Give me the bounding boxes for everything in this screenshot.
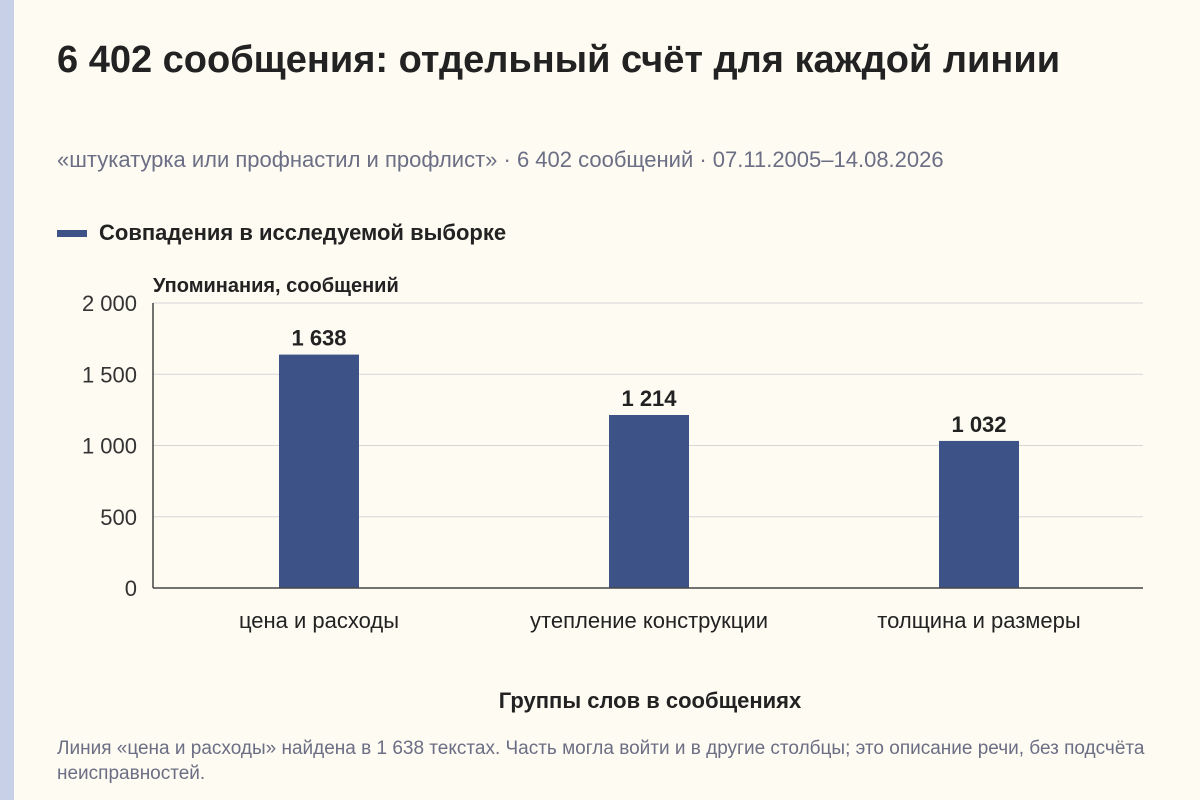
x-axis-ticks: цена и расходы утепление конструкции толщи… xyxy=(239,608,1081,633)
bar-value-label: 1 032 xyxy=(951,412,1006,437)
y-tick-label: 0 xyxy=(125,576,137,601)
y-tick-label: 1 000 xyxy=(82,434,137,459)
bar-chart: 0 500 1 000 1 500 2 000 1 638 1 214 1 032 цена… xyxy=(82,275,1143,713)
y-axis-ticks: 0 500 1 000 1 500 2 000 xyxy=(82,291,137,601)
y-tick-label: 1 500 xyxy=(82,362,137,387)
bar-value-labels: 1 638 1 214 1 032 xyxy=(291,326,1006,437)
legend: Совпадения в исследуемой выборке xyxy=(57,218,506,248)
bars xyxy=(279,354,1019,588)
legend-label: Совпадения в исследуемой выборке xyxy=(99,220,507,245)
x-tick-label: цена и расходы xyxy=(239,608,399,633)
bar-value-label: 1 638 xyxy=(291,326,346,351)
chart-subtitle: «штукатурка или профнастил и профлист» ·… xyxy=(57,147,944,172)
bar xyxy=(609,415,689,588)
x-axis-label: Группы слов в сообщениях xyxy=(499,688,802,713)
legend-swatch xyxy=(57,229,87,237)
footnote: Линия «цена и расходы» найдена в 1 638 т… xyxy=(57,738,1145,784)
x-tick-label: утепление конструкции xyxy=(530,608,768,633)
bar xyxy=(939,440,1019,588)
y-axis-label: Упоминания, сообщений xyxy=(153,275,399,297)
chart-title: 6 402 сообщения: отдельный счёт для кажд… xyxy=(57,39,1061,81)
left-accent-strip xyxy=(0,0,14,800)
x-tick-label: толщина и размеры xyxy=(877,608,1080,633)
bar xyxy=(279,354,359,588)
y-tick-label: 2 000 xyxy=(82,291,137,316)
y-tick-label: 500 xyxy=(100,505,137,530)
bar-value-label: 1 214 xyxy=(621,386,677,411)
